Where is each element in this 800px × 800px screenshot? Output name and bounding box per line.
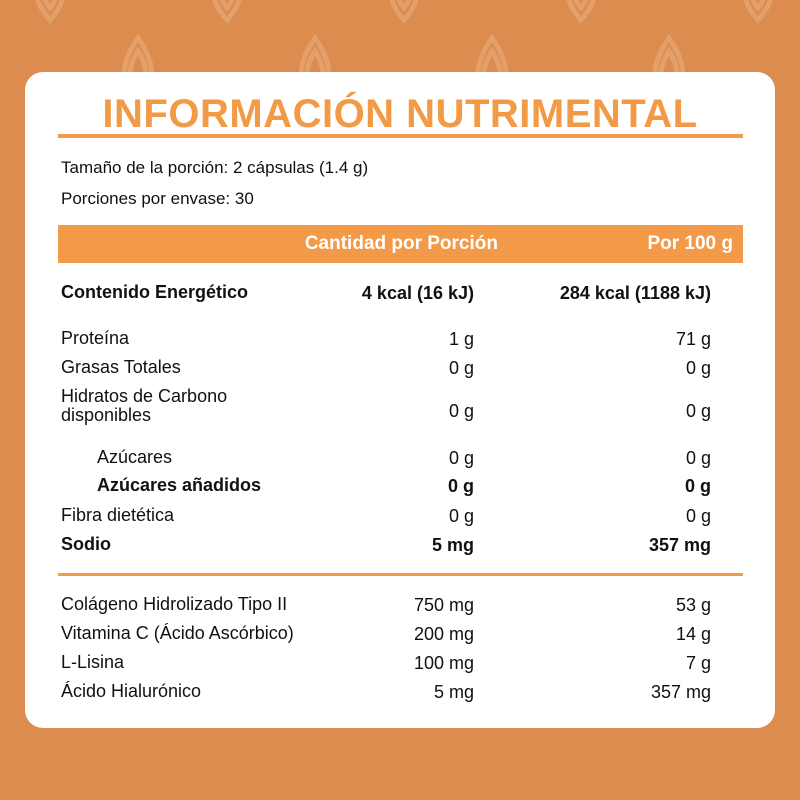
table-row: Fibra dietética 0 g 0 g bbox=[61, 506, 711, 530]
table-row: Ácido Hialurónico 5 mg 357 mg bbox=[61, 682, 711, 706]
header-per-serving: Cantidad por Porción bbox=[304, 233, 498, 254]
per-serving-value: 0 g bbox=[447, 476, 474, 496]
servings-per-container: Porciones por envase: 30 bbox=[61, 189, 254, 208]
per-serving-value: 5 mg bbox=[433, 682, 474, 702]
per-100g-value: 0 g bbox=[684, 476, 711, 496]
nutrient-label: Hidratos de Carbono disponibles bbox=[61, 386, 228, 425]
table-row: L-Lisina 100 mg 7 g bbox=[61, 653, 711, 677]
nutrient-label: Colágeno Hidrolizado Tipo II bbox=[61, 594, 288, 614]
nutrient-label: Azúcares bbox=[97, 447, 173, 467]
per-100g-value: 357 mg bbox=[650, 682, 711, 702]
per-serving-value: 0 g bbox=[448, 401, 474, 421]
per-100g-value: 71 g bbox=[675, 329, 711, 349]
nutrient-label: Fibra dietética bbox=[61, 505, 175, 525]
nutrient-label: Contenido Energético bbox=[61, 282, 249, 302]
per-100g-value: 357 mg bbox=[648, 535, 711, 555]
per-100g-value: 0 g bbox=[685, 401, 711, 421]
table-row: Sodio 5 mg 357 mg bbox=[61, 535, 711, 559]
per-100g-value: 53 g bbox=[675, 595, 711, 615]
leaf-icon bbox=[35, 0, 65, 24]
per-100g-value: 0 g bbox=[685, 506, 711, 526]
leaf-icon bbox=[389, 0, 419, 24]
leaf-icon bbox=[566, 0, 596, 24]
table-row: Contenido Energético 4 kcal (16 kJ) 284 … bbox=[61, 283, 711, 307]
nutrient-label: Vitamina C (Ácido Ascórbico) bbox=[61, 623, 294, 643]
nutrient-label: Ácido Hialurónico bbox=[61, 681, 202, 701]
nutrient-label: Azúcares añadidos bbox=[97, 475, 262, 495]
per-serving-value: 200 mg bbox=[413, 624, 474, 644]
table-row: Hidratos de Carbono disponibles 0 g 0 g bbox=[61, 387, 711, 425]
page-title: INFORMACIÓN NUTRIMENTAL bbox=[102, 92, 698, 136]
per-serving-value: 1 g bbox=[448, 329, 474, 349]
table-row: Vitamina C (Ácido Ascórbico) 200 mg 14 g bbox=[61, 624, 711, 648]
per-100g-value: 0 g bbox=[685, 448, 711, 468]
table-row: Azúcares añadidos 0 g 0 g bbox=[61, 476, 711, 500]
nutrient-label: L-Lisina bbox=[61, 652, 125, 672]
leaf-icon bbox=[212, 0, 242, 24]
section-divider bbox=[58, 573, 743, 576]
table-row: Proteína 1 g 71 g bbox=[61, 329, 711, 353]
nutrition-card: INFORMACIÓN NUTRIMENTAL Tamaño de la por… bbox=[25, 72, 775, 728]
table-row: Colágeno Hidrolizado Tipo II 750 mg 53 g bbox=[61, 595, 711, 619]
serving-size: Tamaño de la porción: 2 cápsulas (1.4 g) bbox=[61, 158, 369, 177]
table-row: Grasas Totales 0 g 0 g bbox=[61, 358, 711, 382]
per-100g-value: 14 g bbox=[675, 624, 711, 644]
per-serving-value: 0 g bbox=[448, 506, 474, 526]
per-serving-value: 100 mg bbox=[413, 653, 474, 673]
title-divider bbox=[58, 134, 743, 138]
per-serving-value: 0 g bbox=[448, 358, 474, 378]
table-row: Azúcares 0 g 0 g bbox=[61, 448, 711, 472]
per-serving-value: 4 kcal (16 kJ) bbox=[361, 283, 474, 303]
per-100g-value: 7 g bbox=[685, 653, 711, 673]
leaf-icon bbox=[743, 0, 773, 24]
nutrient-label: Grasas Totales bbox=[61, 357, 181, 377]
table-header: Cantidad por Porción Por 100 g bbox=[58, 225, 743, 263]
nutrient-label: Sodio bbox=[61, 534, 111, 554]
nutrient-label: Proteína bbox=[61, 328, 130, 348]
per-serving-value: 0 g bbox=[448, 448, 474, 468]
per-100g-value: 0 g bbox=[685, 358, 711, 378]
per-serving-value: 750 mg bbox=[413, 595, 474, 615]
header-per-100g: Por 100 g bbox=[647, 233, 733, 254]
per-100g-value: 284 kcal (1188 kJ) bbox=[559, 283, 711, 303]
per-serving-value: 5 mg bbox=[431, 535, 474, 555]
